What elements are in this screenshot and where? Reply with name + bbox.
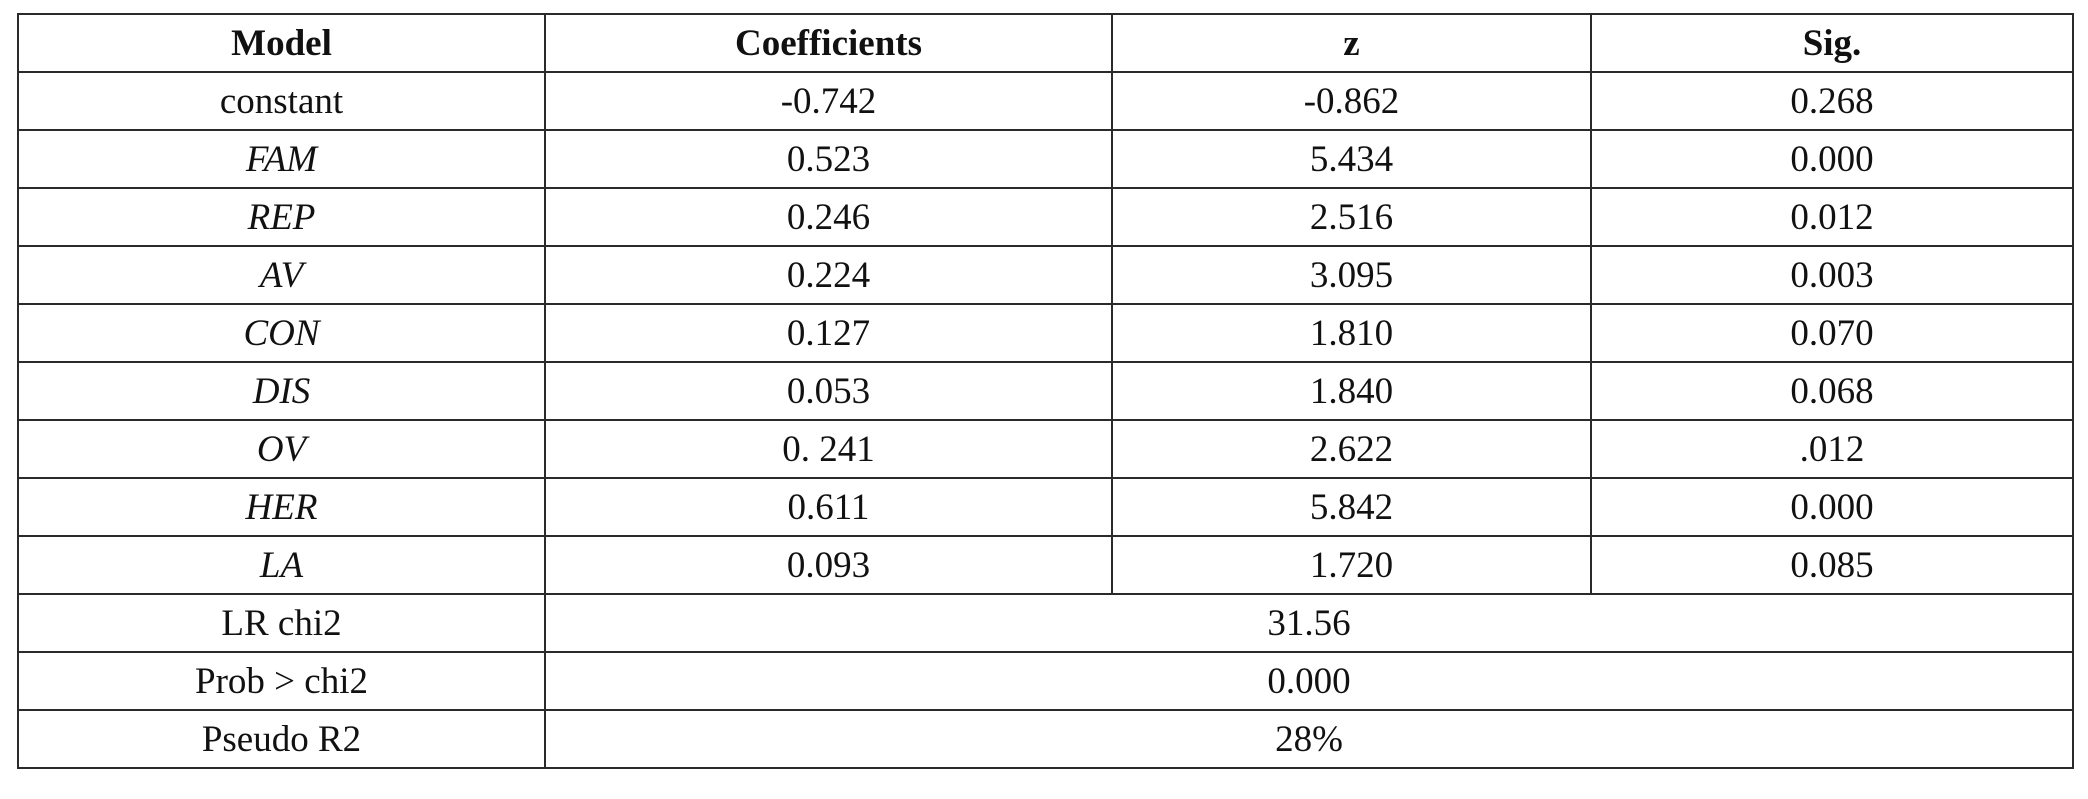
- row-coefficient: 0. 241: [545, 420, 1112, 478]
- row-coefficient: 0.093: [545, 536, 1112, 594]
- row-coefficient: 0.611: [545, 478, 1112, 536]
- row-sig: 0.085: [1591, 536, 2073, 594]
- summary-value: 28%: [545, 710, 2073, 768]
- row-sig: 0.000: [1591, 130, 2073, 188]
- header-sig: Sig.: [1591, 14, 2073, 72]
- row-model: OV: [18, 420, 545, 478]
- row-sig: 0.012: [1591, 188, 2073, 246]
- table-row: AV 0.224 3.095 0.003: [18, 246, 2073, 304]
- table-row: FAM 0.523 5.434 0.000: [18, 130, 2073, 188]
- row-sig: 0.003: [1591, 246, 2073, 304]
- row-z: 1.840: [1112, 362, 1591, 420]
- row-z: 5.842: [1112, 478, 1591, 536]
- row-z: 2.516: [1112, 188, 1591, 246]
- header-z: z: [1112, 14, 1591, 72]
- row-sig: 0.070: [1591, 304, 2073, 362]
- row-model: FAM: [18, 130, 545, 188]
- row-model: DIS: [18, 362, 545, 420]
- table-row: HER 0.611 5.842 0.000: [18, 478, 2073, 536]
- row-z: 2.622: [1112, 420, 1591, 478]
- summary-value: 0.000: [545, 652, 2073, 710]
- row-model: LA: [18, 536, 545, 594]
- row-z: 1.810: [1112, 304, 1591, 362]
- row-coefficient: 0.053: [545, 362, 1112, 420]
- header-row: Model Coefficients z Sig.: [18, 14, 2073, 72]
- summary-label: Prob > chi2: [18, 652, 545, 710]
- row-model: constant: [18, 72, 545, 130]
- header-model: Model: [18, 14, 545, 72]
- summary-value: 31.56: [545, 594, 2073, 652]
- row-z: -0.862: [1112, 72, 1591, 130]
- header-coefficients: Coefficients: [545, 14, 1112, 72]
- row-coefficient: 0.127: [545, 304, 1112, 362]
- table-row: constant -0.742 -0.862 0.268: [18, 72, 2073, 130]
- row-sig: .012: [1591, 420, 2073, 478]
- summary-row: Pseudo R2 28%: [18, 710, 2073, 768]
- row-coefficient: 0.246: [545, 188, 1112, 246]
- table-row: CON 0.127 1.810 0.070: [18, 304, 2073, 362]
- row-z: 5.434: [1112, 130, 1591, 188]
- row-model: AV: [18, 246, 545, 304]
- table-row: REP 0.246 2.516 0.012: [18, 188, 2073, 246]
- summary-row: LR chi2 31.56: [18, 594, 2073, 652]
- row-z: 1.720: [1112, 536, 1591, 594]
- row-model: HER: [18, 478, 545, 536]
- table-row: LA 0.093 1.720 0.085: [18, 536, 2073, 594]
- row-coefficient: 0.523: [545, 130, 1112, 188]
- row-sig: 0.068: [1591, 362, 2073, 420]
- summary-row: Prob > chi2 0.000: [18, 652, 2073, 710]
- row-z: 3.095: [1112, 246, 1591, 304]
- row-model: CON: [18, 304, 545, 362]
- regression-table: Model Coefficients z Sig. constant -0.74…: [17, 13, 2074, 769]
- table-row: DIS 0.053 1.840 0.068: [18, 362, 2073, 420]
- row-sig: 0.000: [1591, 478, 2073, 536]
- table-row: OV 0. 241 2.622 .012: [18, 420, 2073, 478]
- summary-label: Pseudo R2: [18, 710, 545, 768]
- row-model: REP: [18, 188, 545, 246]
- row-coefficient: 0.224: [545, 246, 1112, 304]
- row-sig: 0.268: [1591, 72, 2073, 130]
- summary-label: LR chi2: [18, 594, 545, 652]
- row-coefficient: -0.742: [545, 72, 1112, 130]
